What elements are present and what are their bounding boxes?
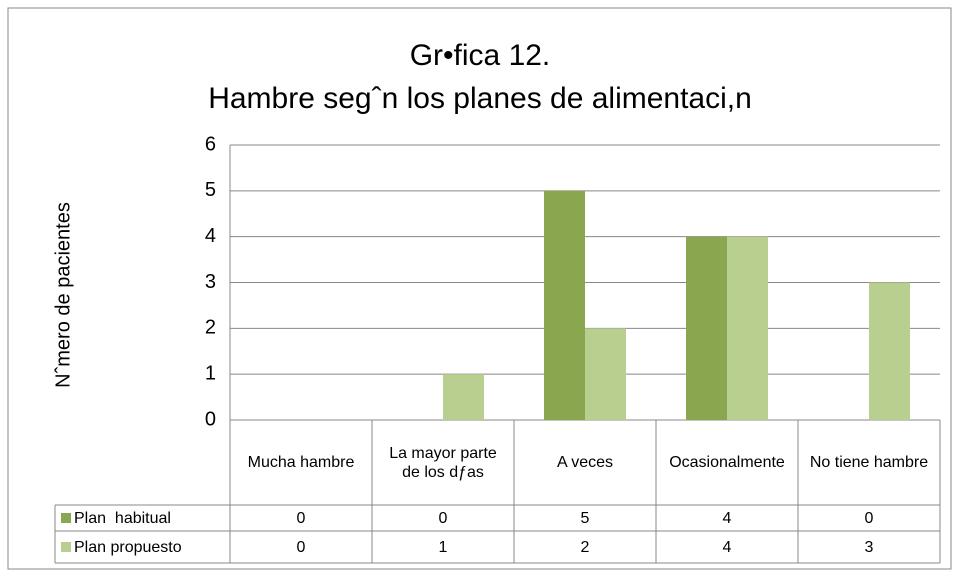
category-cell: A veces <box>556 454 614 471</box>
bar <box>727 236 768 420</box>
table-value: 0 <box>297 539 306 556</box>
category-cell: Mucha hambre <box>247 454 355 471</box>
bar <box>544 190 585 420</box>
y-tick-label: 6 <box>205 133 216 155</box>
x-tick-label: La mayor parte de los dƒas <box>389 444 497 481</box>
bar <box>443 374 484 420</box>
category-cell: No tiene hambre <box>809 454 929 471</box>
table-value: 0 <box>297 510 306 527</box>
table-value: 0 <box>439 510 448 527</box>
x-tick-label: Ocasionalmente <box>669 454 785 471</box>
table-value: 4 <box>723 539 732 556</box>
legend-swatch <box>61 513 71 523</box>
chart-subtitle: Hambre segˆn los planes de alimentaci,n <box>208 82 752 115</box>
bar <box>686 236 727 420</box>
x-tick-label: Mucha hambre <box>247 454 355 471</box>
chart-title: Gr•fica 12. <box>410 39 551 72</box>
table-value: 0 <box>865 510 874 527</box>
x-tick-label: A veces <box>556 454 614 471</box>
bar <box>869 282 910 420</box>
table-value: 2 <box>581 539 590 556</box>
table-value: 1 <box>439 539 448 556</box>
y-tick-label: 0 <box>205 408 216 430</box>
legend-swatch <box>61 542 71 552</box>
y-axis-label: Nˆmero de pacientes <box>52 202 74 388</box>
table-value: 4 <box>723 510 732 527</box>
y-tick-label: 1 <box>205 362 216 384</box>
legend-label: Plan habitual <box>74 510 171 527</box>
legend-label: Plan propuesto <box>74 539 182 556</box>
table-value: 3 <box>865 539 874 556</box>
bar <box>585 328 626 420</box>
chart-border <box>7 7 952 570</box>
y-tick-label: 2 <box>205 317 216 339</box>
y-tick-label: 4 <box>205 225 216 247</box>
x-tick-label: No tiene hambre <box>809 454 929 471</box>
category-cell: La mayor parte de los dƒas <box>389 444 497 481</box>
y-tick-label: 3 <box>205 271 216 293</box>
table-value: 5 <box>581 510 590 527</box>
y-tick-label: 5 <box>205 179 216 201</box>
category-cell: Ocasionalmente <box>669 454 785 471</box>
